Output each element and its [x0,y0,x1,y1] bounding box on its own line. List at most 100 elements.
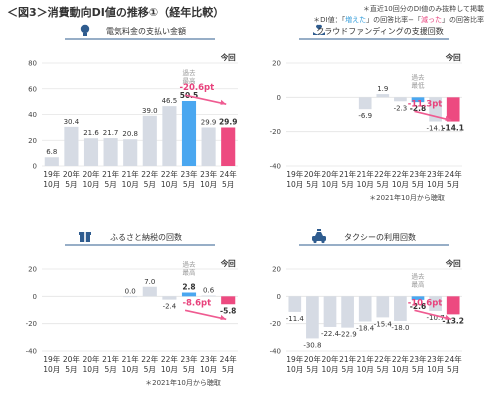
x-tick-label: 10月 [286,365,303,374]
x-tick-label: 5月 [341,180,353,189]
x-tick-label: 20年 [304,354,322,364]
x-tick-label: 20年 [304,169,322,179]
data-label: 6.8 [46,148,57,156]
x-tick-label: 23年 [427,169,445,179]
data-label: -2.8 [410,104,426,113]
x-tick-label: 19年 [286,354,304,364]
bar [44,157,59,166]
note-di-definition: ＊DI値：「増えた」の回答比率−「減った」の回答比率 [313,15,484,25]
change-arrow [414,110,452,122]
y-tick-label: 0 [33,293,37,301]
data-label: -22.9 [339,331,357,339]
x-tick-label: 5月 [183,180,195,189]
change-label: -20.6pt [180,83,215,93]
bar [394,296,407,321]
y-tick-label: -40 [270,163,281,171]
x-tick-label: 24年 [445,169,463,179]
gift-ribbon [84,232,86,242]
note-di-prefix: ＊DI値：「 [313,16,346,24]
data-label: 21.6 [83,129,99,137]
x-tick-label: 20年 [82,354,100,364]
chart-panel: 電気料金の支払い金額02040608019年10月6.820年5月30.420年… [28,24,238,189]
x-tick-label: 5月 [447,365,459,374]
figure-title: ＜図3＞消費動向DI値の推移①（経年比較） [7,6,225,19]
bar [358,97,372,110]
taxi-body [312,236,326,241]
data-label: 0.6 [203,287,215,295]
panel-title: 電気料金の支払い金額 [106,26,186,36]
data-label: -18.0 [391,324,409,332]
x-tick-label: 5月 [144,180,156,189]
data-label: -30.8 [303,341,321,349]
x-tick-label: 10月 [43,180,60,189]
peak-annotation: 過去 [183,68,197,77]
y-tick-label: -40 [26,348,37,356]
x-tick-label: 10月 [427,365,444,374]
x-tick-label: 5月 [104,365,116,374]
x-tick-label: 22年 [141,354,159,364]
change-arrowhead [220,99,227,105]
bar [64,126,79,166]
x-tick-label: 5月 [447,180,459,189]
x-tick-label: 21年 [339,354,357,364]
x-tick-label: 20年 [63,169,81,179]
x-tick-label: 10月 [357,365,374,374]
x-tick-label: 10月 [200,180,217,189]
x-tick-label: 10月 [321,180,338,189]
bar [201,295,216,297]
heart-shape [315,24,323,30]
x-tick-label: 10月 [82,365,99,374]
panel-footnote: ＊2021年10月から聴取 [145,378,221,387]
x-tick-label: 10月 [392,180,409,189]
data-label: -2.4 [163,303,177,311]
x-tick-label: 10月 [161,180,178,189]
peak-annotation: 過去 [412,72,426,81]
x-tick-label: 5月 [377,365,389,374]
change-label: -8.6pt [182,298,211,308]
chart-panel: クラウドファンディングの支援回数-40-2002019年10月20年5月20年1… [270,24,464,202]
panel-title: ふるさと納税の回数 [110,232,182,242]
x-tick-label: 10月 [357,180,374,189]
bar [376,94,390,98]
x-tick-label: 21年 [102,169,120,179]
y-tick-label: 20 [272,266,281,274]
data-label: -10.7 [427,314,445,322]
bar [306,296,319,339]
x-tick-label: 23年 [409,169,427,179]
peak-annotation: 最高 [183,268,197,277]
hand-heart-icon [313,24,325,35]
peak-annotation: 過去 [412,271,426,280]
taxi-sign [317,229,321,231]
y-tick-label: 0 [277,293,281,301]
x-tick-label: 5月 [377,180,389,189]
x-tick-label: 22年 [161,354,179,364]
gift-icon [79,232,91,242]
data-label: 29.9 [201,119,217,127]
x-tick-label: 19年 [43,354,61,364]
panel-footnote: ＊2021年10月から聴取 [369,193,445,202]
bar [123,296,138,298]
data-label: 29.9 [219,118,238,127]
y-tick-label: -20 [270,128,281,136]
bar [288,296,302,312]
data-label: -5.8 [220,306,236,315]
x-tick-label: 10月 [82,180,99,189]
bar [358,296,372,322]
x-tick-label: 5月 [183,365,195,374]
hand-shape [313,32,325,35]
bar [162,296,177,300]
x-tick-label: 24年 [220,169,238,179]
bar [446,296,460,315]
x-tick-label: 21年 [122,169,140,179]
x-tick-label: 23年 [409,354,427,364]
y-tick-label: 20 [28,266,37,274]
x-tick-label: 5月 [306,365,318,374]
data-label: -15.4 [374,320,393,328]
x-tick-label: 19年 [43,169,61,179]
x-tick-label: 21年 [357,169,375,179]
today-label: 今回 [445,258,461,268]
bar [162,106,177,166]
data-label: 0.0 [125,287,136,295]
change-arrow [414,309,452,321]
